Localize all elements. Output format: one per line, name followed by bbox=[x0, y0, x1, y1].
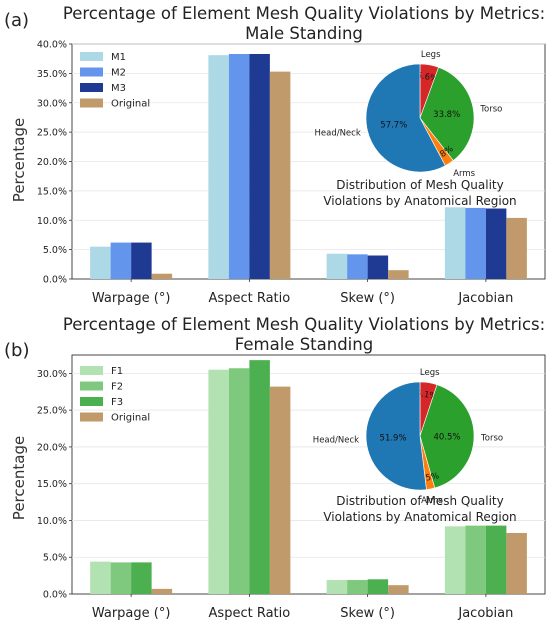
ytick-label-a: 10.0% bbox=[37, 216, 67, 227]
xtick-label-a: Jacobian bbox=[457, 291, 513, 306]
bar-original-2 bbox=[388, 585, 409, 594]
xtick-label-b: Skew (°) bbox=[340, 606, 395, 621]
title-a-line1: Percentage of Element Mesh Quality Viola… bbox=[63, 4, 545, 23]
xtick-label-a: Skew (°) bbox=[340, 291, 395, 306]
ylabel-a: Percentage bbox=[10, 118, 28, 202]
xtick-label-a: Warpage (°) bbox=[92, 291, 171, 306]
bar-original-2 bbox=[388, 270, 409, 279]
bar-original-0 bbox=[152, 274, 173, 279]
bar-f3-2 bbox=[368, 579, 389, 594]
pie-label-legs: Legs bbox=[420, 368, 440, 378]
bar-m1-2 bbox=[327, 254, 348, 279]
pie-caption-a-line2: Violations by Anatomical Region bbox=[323, 194, 516, 208]
pie-label-torso: Torso bbox=[480, 433, 503, 443]
panel-label-b: (b) bbox=[4, 340, 29, 361]
pie-pct-torso: 40.5% bbox=[433, 433, 460, 443]
legend-label-f3: F3 bbox=[111, 397, 123, 408]
bar-original-3 bbox=[506, 533, 527, 594]
title-b-line1: Percentage of Element Mesh Quality Viola… bbox=[63, 315, 545, 334]
bar-m3-1 bbox=[249, 54, 270, 279]
pie-pct-head-neck: 57.7% bbox=[380, 121, 407, 131]
legend-label-f2: F2 bbox=[111, 382, 123, 393]
bar-chart-a: 0.0% 5.0% 10.0% 15.0% 20.0% 25.0% 30.0% 35.0% 40… bbox=[37, 40, 545, 307]
pie-label-head-neck: Head/Neck bbox=[313, 436, 359, 446]
ytick-label-a: 20.0% bbox=[37, 157, 67, 168]
bar-m1-0 bbox=[90, 247, 111, 279]
bar-original-1 bbox=[270, 72, 291, 279]
legend-swatch-f3 bbox=[80, 397, 103, 406]
bar-m2-3 bbox=[465, 208, 486, 279]
bar-f3-0 bbox=[131, 562, 152, 594]
legend-label-m3: M3 bbox=[111, 83, 126, 94]
ytick-label-b: 0.0% bbox=[43, 590, 67, 601]
legend-swatch-f2 bbox=[80, 382, 103, 391]
legend-label-f1: F1 bbox=[111, 366, 123, 377]
bar-original-3 bbox=[506, 218, 527, 279]
ytick-label-b: 25.0% bbox=[37, 406, 67, 417]
legend-label-m1: M1 bbox=[111, 52, 126, 63]
bar-f1-2 bbox=[327, 580, 348, 594]
bar-f2-1 bbox=[229, 368, 250, 594]
pie-label-legs: Legs bbox=[421, 50, 441, 60]
pie-caption-b-line2: Violations by Anatomical Region bbox=[323, 510, 516, 524]
ylabel-b: Percentage bbox=[10, 436, 28, 520]
xtick-label-a: Aspect Ratio bbox=[209, 291, 291, 306]
ytick-label-a: 15.0% bbox=[37, 186, 67, 197]
title-b-line2: Female Standing bbox=[235, 335, 373, 354]
legend-swatch-f1 bbox=[80, 366, 103, 375]
title-a-line2: Male Standing bbox=[245, 24, 363, 43]
ytick-label-b: 15.0% bbox=[37, 479, 67, 490]
ytick-label-b: 10.0% bbox=[37, 516, 67, 527]
bar-original-1 bbox=[270, 387, 291, 594]
pie-caption-a-line1: Distribution of Mesh Quality bbox=[336, 178, 504, 192]
bar-f2-0 bbox=[111, 562, 132, 594]
xtick-label-b: Warpage (°) bbox=[92, 606, 171, 621]
bar-f2-3 bbox=[465, 526, 486, 594]
pie-label-head-neck: Head/Neck bbox=[314, 129, 360, 139]
bar-m3-3 bbox=[486, 209, 507, 280]
bar-m2-0 bbox=[111, 243, 132, 279]
bar-m2-2 bbox=[347, 254, 368, 279]
bar-f3-1 bbox=[249, 360, 270, 594]
ytick-label-a: 40.0% bbox=[37, 40, 67, 51]
legend-label-m2: M2 bbox=[111, 68, 126, 79]
pie-pct-torso: 33.8% bbox=[433, 110, 460, 120]
bar-f2-2 bbox=[347, 580, 368, 594]
bar-m3-0 bbox=[131, 243, 152, 279]
bar-f1-3 bbox=[445, 526, 466, 594]
ytick-label-a: 5.0% bbox=[43, 245, 67, 256]
panel-label-a: (a) bbox=[4, 10, 29, 31]
pie-pct-head-neck: 51.9% bbox=[380, 434, 407, 444]
ytick-label-a: 35.0% bbox=[37, 69, 67, 80]
pie-label-torso: Torso bbox=[479, 105, 502, 115]
ytick-label-b: 20.0% bbox=[37, 442, 67, 453]
legend-swatch-m1 bbox=[80, 52, 103, 61]
bar-m1-1 bbox=[208, 55, 229, 279]
legend-swatch-original bbox=[80, 99, 103, 108]
bar-f1-1 bbox=[208, 370, 229, 594]
xtick-label-b: Jacobian bbox=[457, 606, 513, 621]
bar-original-0 bbox=[152, 589, 173, 594]
legend-label-original: Original bbox=[111, 99, 150, 110]
bar-m2-1 bbox=[229, 54, 250, 279]
bar-f1-0 bbox=[90, 562, 111, 594]
legend-label-original: Original bbox=[111, 413, 150, 424]
ytick-label-a: 0.0% bbox=[43, 275, 67, 286]
ytick-label-b: 30.0% bbox=[37, 369, 67, 380]
bar-chart-b: 0.0% 5.0% 10.0% 15.0% 20.0% 25.0% 30.0% Warpage… bbox=[37, 355, 545, 621]
bar-m3-2 bbox=[368, 256, 389, 280]
ytick-label-b: 5.0% bbox=[43, 553, 67, 564]
bar-f3-3 bbox=[486, 526, 507, 594]
legend-swatch-m3 bbox=[80, 83, 103, 92]
ytick-label-a: 25.0% bbox=[37, 128, 67, 139]
legend-swatch-m2 bbox=[80, 68, 103, 77]
legend-swatch-original bbox=[80, 413, 103, 422]
ytick-label-a: 30.0% bbox=[37, 98, 67, 109]
pie-caption-b-line1: Distribution of Mesh Quality bbox=[336, 494, 504, 508]
bar-m1-3 bbox=[445, 207, 466, 279]
xtick-label-b: Aspect Ratio bbox=[209, 606, 291, 621]
